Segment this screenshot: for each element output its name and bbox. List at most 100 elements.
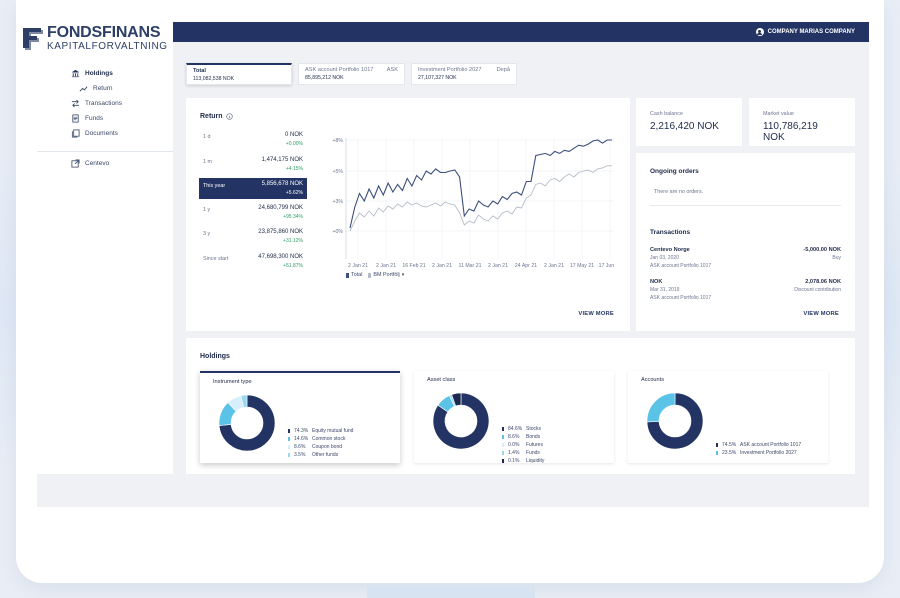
donut-slice[interactable] (451, 392, 462, 407)
legend-label: Futures (526, 442, 543, 448)
legend-label: ASK account Portfolio 1017 (740, 442, 802, 448)
legend-swatch (502, 443, 504, 447)
sidebar-item-documents[interactable]: Documents (71, 126, 173, 141)
series-line-benchmark (349, 165, 612, 232)
external-link-icon (71, 159, 80, 168)
holdings-card-title: Asset class (427, 377, 456, 383)
legend-percent: 74.3% (294, 428, 309, 434)
sidebar-item-centevo[interactable]: Centevo (71, 156, 173, 171)
donut-slice[interactable] (432, 392, 490, 450)
tab-name: Investment Portfolio 2027 (418, 67, 482, 73)
legend-swatch (288, 445, 290, 449)
return-period-row[interactable]: Since start 47,698,300 NOK +51.87% (199, 251, 307, 272)
sidebar-item-transactions[interactable]: Transactions (71, 96, 173, 111)
x-tick-label: 17 Jun 21 (599, 263, 616, 269)
return-period: 1 d (203, 134, 211, 140)
brand-name: FONDSFINANS (47, 24, 161, 41)
legend-label: Equity mutual fund (312, 428, 354, 434)
x-tick-label: 2 Jan 21 (376, 263, 396, 269)
tab-value: 113,082,538 NOK (193, 76, 235, 82)
return-card: Return 1 d 0 NOK +0.00% 1 m 1,474,175 NOK +4.… (186, 98, 630, 331)
transaction-date: Jan 03, 2020 (650, 255, 679, 261)
legend-swatch (288, 429, 290, 433)
holdings-card-title: Instrument type (213, 379, 252, 385)
legend-label: Funds (526, 450, 540, 456)
trend-line-icon (79, 86, 88, 92)
tab-name: ASK account Portfolio 1017 (305, 67, 374, 73)
cash-balance-value: 2,216,420 NOK (650, 121, 719, 132)
x-tick-label: 2 Jan 21 (488, 263, 508, 269)
legend-item: 74.5% ASK account Portfolio 1017 (716, 441, 801, 449)
x-tick-label: 24 Apr 21 (515, 263, 537, 269)
holdings-title: Holdings (200, 353, 230, 360)
return-value: 1,474,175 NOK (261, 157, 303, 163)
return-period: 1 m (203, 159, 212, 165)
return-period-row[interactable]: 1 d 0 NOK +0.00% (199, 129, 307, 150)
legend-item: 3.5% Other funds (288, 451, 353, 459)
return-period-row[interactable]: This year 5,856,678 NOK +5.62% (199, 178, 307, 199)
y-tick-label: +3% (332, 199, 343, 205)
user-circle-icon (755, 28, 764, 36)
return-value: 23,875,860 NOK (258, 229, 303, 235)
portfolio-tab-ask[interactable]: ASK account Portfolio 1017 ASK 85,895,212… (298, 63, 405, 85)
legend-label: Investment Portfolio 2027 (740, 450, 797, 456)
transaction-item[interactable]: Centevo Norge -5,000.00 NOK Jan 03, 2020 B… (650, 247, 841, 269)
legend-item: 0.0% Futures (502, 441, 544, 449)
return-line-chart: +8% +5% +3% +0% 2 Jan 21 2 Jan 21 16 Feb 21 2 J… (332, 138, 616, 269)
transaction-name: NOK (650, 279, 663, 285)
company-selector[interactable]: COMPANY MARIAS COMPANY (755, 28, 855, 36)
donut-slice[interactable] (218, 394, 276, 452)
sidebar-item-funds[interactable]: Funds (71, 111, 173, 126)
legend-swatch (502, 435, 504, 439)
legend-swatch (502, 459, 504, 463)
info-icon[interactable] (225, 113, 233, 120)
divider (650, 205, 841, 206)
tab-tag: ASK (386, 67, 398, 73)
return-period-row[interactable]: 1 y 24,680,799 NOK +95.34% (199, 202, 307, 223)
return-title: Return (200, 113, 223, 120)
legend-item: 74.3% Equity mutual fund (288, 427, 353, 435)
holdings-card-accounts[interactable]: Accounts 74.5% ASK account Portfolio 1017 2… (628, 371, 828, 463)
donut-slice[interactable] (646, 392, 676, 423)
sidebar-item-holdings[interactable]: Holdings (71, 66, 173, 81)
documents-stack-icon (71, 129, 80, 138)
market-value-card: Market value 110,786,219 NOK (749, 98, 855, 146)
legend-swatch (288, 437, 290, 441)
return-period-row[interactable]: 3 y 23,875,860 NOK +31.12% (199, 226, 307, 247)
top-bar: COMPANY MARIAS COMPANY (173, 22, 869, 42)
transaction-name: Centevo Norge (650, 247, 690, 253)
donut-slice[interactable] (240, 394, 248, 408)
portfolio-tab-investment[interactable]: Investment Portfolio 2027 Depå 27,107,327… (411, 63, 517, 85)
legend-swatch (716, 451, 718, 455)
cash-balance-label: Cash balance (650, 111, 683, 117)
holdings-card-title: Accounts (641, 377, 665, 383)
donut-slice[interactable] (646, 392, 704, 450)
legend-item-benchmark[interactable]: BM Portfölj ▾ (368, 272, 404, 278)
legend-label: Common stock (312, 436, 346, 442)
legend-swatch (502, 427, 504, 431)
return-period: 3 y (203, 231, 211, 237)
return-value: 24,680,799 NOK (258, 205, 303, 211)
sidebar-item-label: Centevo (85, 160, 110, 167)
return-period-row[interactable]: 1 m 1,474,175 NOK +4.15% (199, 154, 307, 175)
holdings-card-instrument-type[interactable]: Instrument type 74.3% Equity mutual fund 14… (200, 371, 400, 463)
laptop-stand (367, 585, 535, 598)
sidebar-item-label: Funds (85, 115, 104, 122)
sidebar-item-return[interactable]: Return (71, 81, 173, 96)
x-tick-label: 2 Jan 21 (544, 263, 564, 269)
holdings-card-asset-class[interactable]: Asset class 84.6% Stocks 8.6% Bonds 0.0% Futur… (414, 371, 614, 464)
transaction-amount: 2,078.06 NOK (805, 279, 841, 285)
transaction-amount: -5,000.00 NOK (803, 247, 841, 253)
legend-item-total[interactable]: Total (346, 272, 362, 278)
x-tick-label: 2 Jan 21 (432, 263, 452, 269)
return-view-more-link[interactable]: VIEW MORE (578, 311, 614, 317)
sidebar-divider (37, 151, 173, 152)
bank-icon (71, 69, 80, 78)
portfolio-tab-total[interactable]: Total 113,082,538 NOK (186, 63, 292, 85)
return-change: +31.12% (283, 238, 303, 244)
series-line-total (349, 139, 612, 229)
transaction-item[interactable]: NOK 2,078.06 NOK Mar 31, 2019 Discount con… (650, 279, 841, 301)
legend-label: Liquidity (526, 458, 545, 464)
transactions-view-more-link[interactable]: VIEW MORE (803, 311, 839, 317)
return-period: Since start (203, 256, 229, 262)
